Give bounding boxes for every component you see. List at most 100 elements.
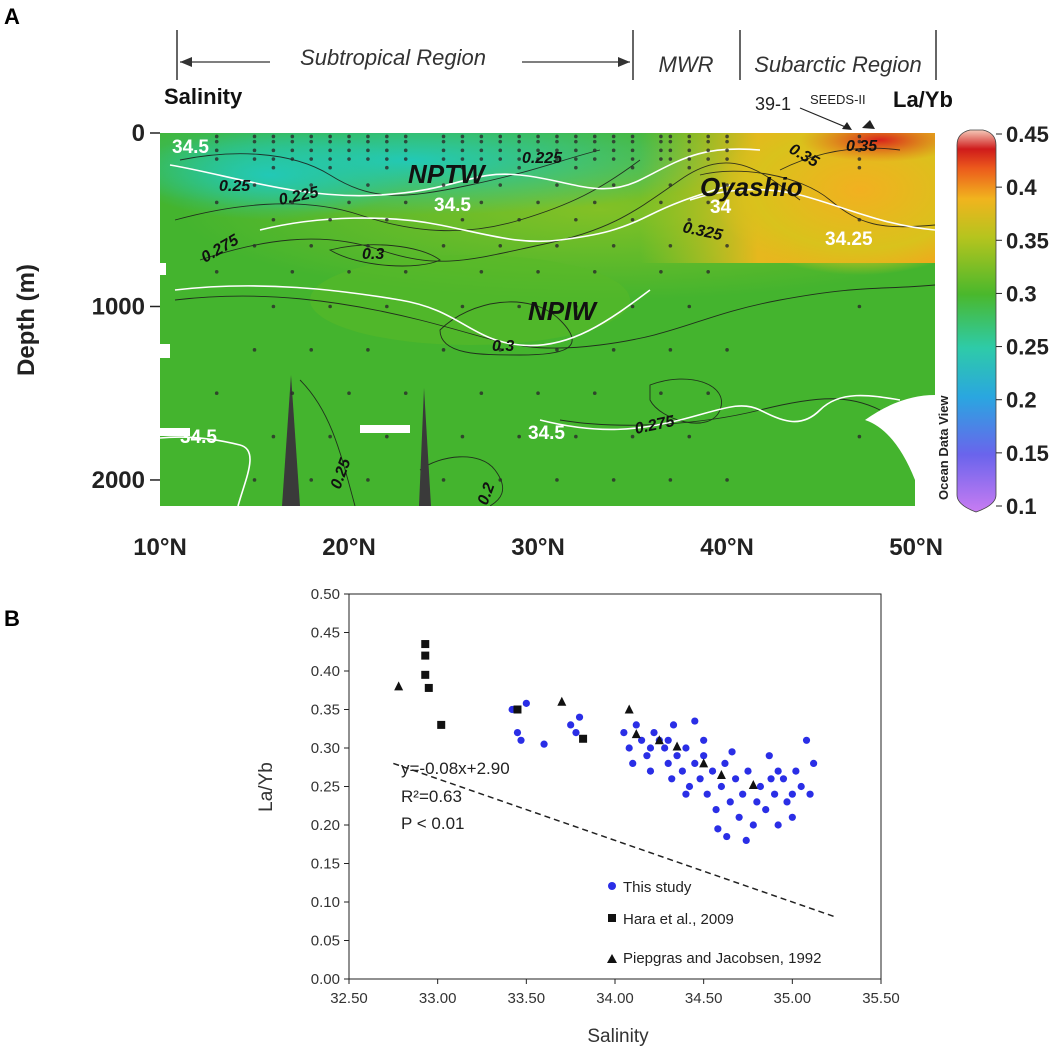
cruise-label: SEEDS-II (810, 92, 866, 107)
contour-label: 0.3 (362, 246, 384, 263)
station-dot (498, 157, 503, 161)
station-dot (460, 157, 465, 161)
station-dot (498, 348, 503, 352)
station-dot (630, 165, 635, 170)
point-this-study (668, 775, 676, 783)
station-dot (555, 157, 559, 161)
station-dot (574, 139, 578, 144)
station-dot (366, 139, 370, 144)
station-dot (668, 478, 673, 482)
point-hara-2009 (421, 640, 430, 649)
y-tick-label-b: 0.05 (311, 933, 340, 950)
station-dot (290, 139, 295, 144)
station-dot (347, 269, 351, 274)
station-dot (252, 183, 257, 187)
point-this-study (638, 736, 646, 744)
station-dot (517, 217, 521, 222)
station-dot (725, 139, 729, 144)
station-dot (555, 478, 559, 482)
station-dot (328, 139, 332, 144)
station-dot (347, 157, 351, 161)
station-dot (271, 217, 276, 222)
axis-b: 32.50 33.00 33.50 34.00 34.50 35.00 35.50 0.00 0… (311, 586, 900, 1007)
station-dot (403, 148, 408, 153)
axis-a: 10°N 20°N 30°N 40°N 50°N 0 1000 2000 (92, 120, 943, 561)
station-dot (517, 148, 521, 153)
station-dot (517, 304, 521, 309)
point-this-study (685, 782, 694, 791)
station-dot (309, 183, 314, 187)
y-tick-label-b: 0.35 (311, 702, 340, 719)
station-dot (385, 165, 389, 170)
point-this-study (643, 752, 651, 760)
point-piepgras-1992 (557, 696, 567, 706)
station-dot (403, 391, 408, 396)
point-this-study (513, 729, 522, 737)
y-tick-label-b: 0.40 (311, 663, 340, 680)
colorbar-tick-label: 0.35 (1006, 228, 1049, 253)
point-this-study (629, 759, 637, 768)
point-hara-2009 (421, 651, 430, 660)
contour-label: 34.25 (825, 229, 873, 250)
station-dot (555, 139, 559, 144)
station-dot (659, 148, 663, 153)
station-dot (517, 134, 521, 139)
station-dot (668, 148, 673, 153)
y-tick-label-b: 0.30 (311, 740, 340, 757)
station-dot (498, 478, 503, 482)
station-dot (725, 157, 729, 161)
station-dot (592, 157, 597, 161)
station-dot (687, 148, 692, 153)
point-this-study (572, 729, 580, 737)
legend-marker-square (608, 914, 616, 922)
station-dot (403, 157, 408, 161)
x-tick-label-b: 35.00 (774, 990, 812, 1007)
la-yb-label: La/Yb (893, 87, 953, 112)
colorbar-tick-label: 0.15 (1006, 441, 1049, 466)
point-this-study (742, 836, 750, 845)
station-dot (309, 348, 314, 352)
station-dot (347, 391, 351, 396)
station-dot (214, 157, 219, 161)
station-dot (479, 148, 484, 153)
station-dot (687, 165, 692, 170)
region-subtropical: Subtropical Region (300, 45, 486, 70)
station-dot (687, 157, 692, 161)
point-this-study (753, 798, 761, 806)
station-dot (498, 139, 503, 144)
station-dot (460, 139, 465, 144)
station-dot (659, 269, 663, 274)
station-dot (706, 157, 710, 161)
station-dot (328, 217, 332, 222)
x-tick-label-b: 33.50 (508, 990, 546, 1007)
panel-b-letter: B (4, 606, 20, 631)
x-tick-label-b: 34.50 (685, 990, 723, 1007)
station-dot (574, 165, 578, 170)
station-dot (309, 134, 314, 139)
point-this-study (678, 767, 686, 775)
station-label: 39-1 (755, 94, 791, 114)
station-dot (385, 304, 389, 309)
section-plot (160, 133, 935, 506)
station-dot (659, 139, 663, 144)
legend-label: Hara et al., 2009 (623, 911, 734, 928)
station-dot (517, 434, 521, 439)
station-dot (328, 304, 332, 309)
station-dot (328, 148, 332, 153)
station-dot (630, 148, 635, 153)
station-dot (706, 391, 710, 396)
point-this-study (762, 806, 770, 814)
point-this-study (788, 790, 796, 798)
x-tick-label-a: 40°N (700, 534, 754, 561)
station-dot (706, 269, 710, 274)
point-this-study (703, 790, 711, 798)
point-this-study (575, 713, 584, 721)
point-this-study (810, 759, 818, 768)
y-axis-title-b: La/Yb (256, 762, 277, 812)
point-this-study (708, 767, 717, 775)
station-dot (659, 391, 663, 396)
station-dot (659, 200, 663, 205)
station-dot (403, 269, 408, 274)
station-dot (290, 200, 295, 205)
point-this-study (664, 736, 672, 744)
